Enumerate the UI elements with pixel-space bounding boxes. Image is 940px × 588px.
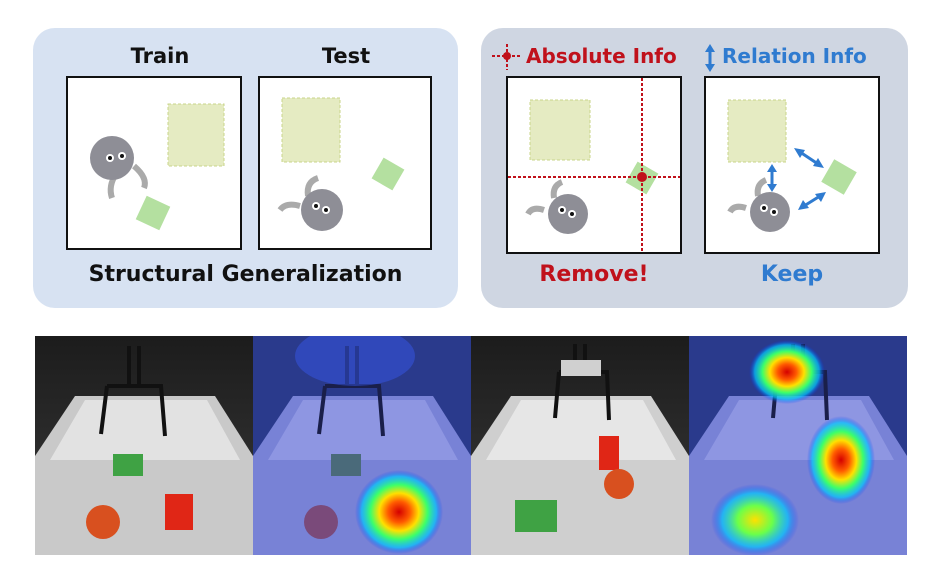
train-scene-box xyxy=(66,76,242,250)
green-block xyxy=(371,157,405,191)
test-scene-box xyxy=(258,76,432,250)
crosshair-icon xyxy=(492,44,522,70)
remove-scene-box xyxy=(506,76,682,254)
relation-arrows xyxy=(767,148,826,210)
target-zone xyxy=(727,99,787,163)
heatmap-frame-2 xyxy=(689,336,907,555)
target-zone xyxy=(281,97,341,163)
robot-icon xyxy=(90,136,148,199)
robot-icon xyxy=(727,177,790,232)
remove-caption: Remove! xyxy=(539,262,649,287)
test-title: Test xyxy=(321,44,371,68)
photo-frame-2 xyxy=(471,336,689,555)
photo-frame-1 xyxy=(35,336,253,555)
heatmap-frame-1 xyxy=(253,336,471,555)
target-zone xyxy=(529,99,591,161)
robot-attention-photo-strip xyxy=(35,336,907,555)
target-zone xyxy=(167,103,225,167)
robot-icon xyxy=(277,175,343,231)
train-title: Train xyxy=(130,44,190,68)
green-block xyxy=(821,159,857,195)
green-block xyxy=(135,195,171,231)
keep-scene-box xyxy=(704,76,880,254)
keep-caption: Keep xyxy=(760,262,824,287)
absolute-info-label: Absolute Info xyxy=(526,44,677,68)
relation-info-label: Relation Info xyxy=(722,44,867,68)
robot-icon xyxy=(525,179,588,234)
structural-generalization-caption: Structural Generalization xyxy=(88,262,403,287)
double-arrow-icon xyxy=(705,44,715,72)
